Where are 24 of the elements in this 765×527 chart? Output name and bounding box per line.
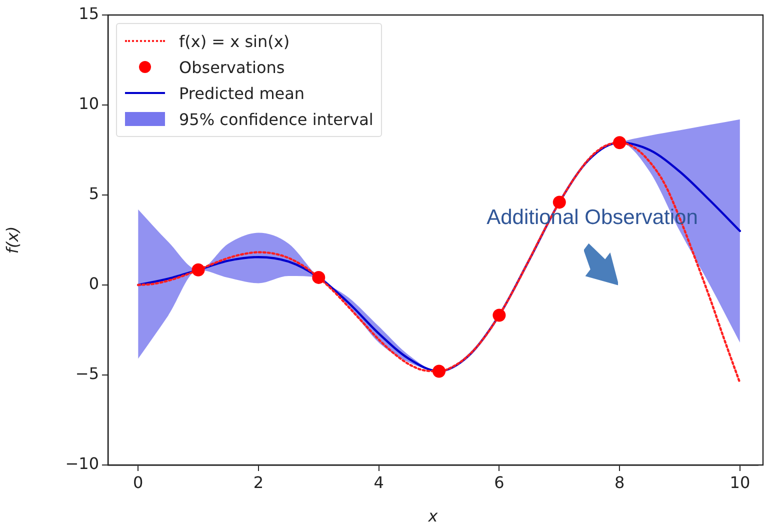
y-tick-label: −5 — [75, 364, 99, 384]
point — [432, 364, 446, 378]
y-tick-label: 10 — [78, 94, 99, 114]
x-tick-label: 6 — [494, 472, 504, 492]
y-tick-label: 15 — [78, 4, 99, 24]
x-tick-label: 8 — [614, 472, 625, 492]
x-axis-title: x — [427, 506, 438, 526]
x-tick-label: 0 — [133, 472, 144, 492]
legend-label: Predicted mean — [179, 84, 305, 102]
legend-label: Observations — [179, 58, 285, 76]
legend-label: f(x) = x sin(x) — [179, 32, 290, 50]
point — [492, 308, 506, 322]
point — [312, 270, 326, 284]
y-tick-label: −10 — [65, 454, 99, 474]
x-tick-label: 2 — [253, 472, 264, 492]
y-axis-title: f(x) — [2, 226, 22, 254]
point — [192, 263, 205, 276]
x-tick-label: 10 — [730, 472, 750, 492]
point — [613, 136, 626, 150]
point — [552, 196, 566, 209]
y-tick-label: 5 — [88, 184, 99, 204]
legend-label: 95% confidence interval — [179, 110, 374, 128]
y-tick-label: 0 — [88, 274, 99, 294]
x-tick-label: 4 — [374, 472, 384, 492]
